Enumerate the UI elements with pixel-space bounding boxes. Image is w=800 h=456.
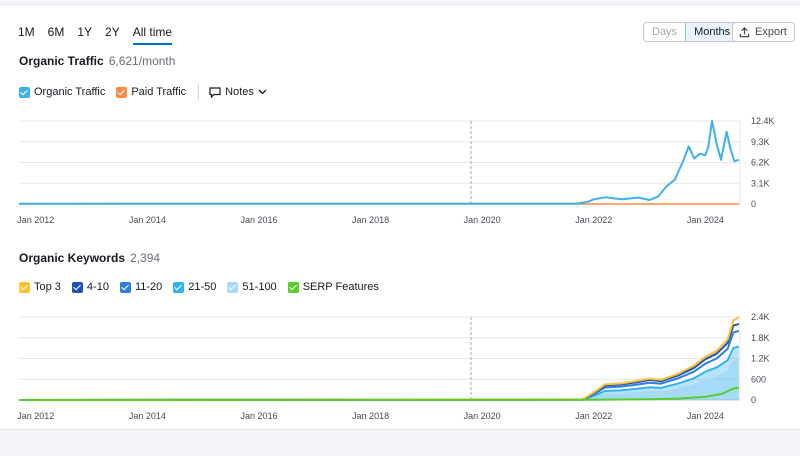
x-tick-label: Jan 2014 bbox=[129, 411, 166, 421]
x-tick-label: Jan 2014 bbox=[129, 215, 166, 225]
legend-51-100[interactable]: 51-100 bbox=[227, 281, 277, 293]
chevron-down-icon bbox=[258, 89, 267, 95]
y-tick-label: 1.2K bbox=[751, 354, 770, 364]
export-button[interactable]: Export bbox=[732, 22, 795, 42]
keywords-title: Organic Keywords 2,394 bbox=[19, 251, 160, 265]
pos-51-100-area bbox=[19, 358, 739, 400]
checkbox-serp-features[interactable] bbox=[287, 281, 299, 293]
comment-icon bbox=[209, 86, 221, 98]
pos-21-50-line bbox=[18, 345, 740, 401]
legend-top3-label: Top 3 bbox=[34, 281, 61, 293]
y-tick-label: 600 bbox=[751, 374, 766, 384]
checkbox-51-100[interactable] bbox=[227, 281, 239, 293]
period-1m[interactable]: 1M bbox=[18, 25, 35, 39]
granularity-toggle: Days Months bbox=[643, 22, 740, 42]
checkbox-21-50[interactable] bbox=[173, 281, 185, 293]
legend-11-20-label: 11-20 bbox=[134, 281, 163, 293]
organic-traffic-line bbox=[18, 120, 740, 205]
dashboard-card: 1M 6M 1Y 2Y All time Days Months Export … bbox=[0, 4, 800, 430]
legend-serp-label: SERP Features bbox=[302, 281, 379, 293]
period-selector: 1M 6M 1Y 2Y All time bbox=[18, 23, 185, 45]
legend-4-10-label: 4-10 bbox=[86, 281, 109, 293]
x-tick-label: Jan 2024 bbox=[687, 411, 724, 421]
y-tick-label: 6.2K bbox=[751, 158, 770, 168]
export-icon bbox=[739, 26, 750, 37]
x-tick-label: Jan 2024 bbox=[687, 215, 724, 225]
traffic-title: Organic Traffic 6,621/month bbox=[19, 54, 175, 68]
y-tick-label: 2.4K bbox=[751, 312, 770, 322]
y-tick-label: 3.1K bbox=[751, 178, 770, 188]
checkbox-11-20[interactable] bbox=[119, 281, 131, 293]
legend-serp-features[interactable]: SERP Features bbox=[287, 281, 379, 293]
keywords-legend: Top 3 4-10 11-20 21-50 51-100 SERP Featu… bbox=[19, 281, 390, 293]
y-tick-label: 12.4K bbox=[751, 116, 775, 126]
organic-keywords-chart[interactable]: 2.4K 1.8K 1.2K 600 0 Jan 2012 Jan 2014 Jan 2016… bbox=[0, 307, 800, 427]
x-tick-label: Jan 2020 bbox=[464, 215, 501, 225]
period-6m[interactable]: 6M bbox=[47, 25, 65, 39]
pos-21-50-area bbox=[19, 346, 739, 400]
x-tick-label: Jan 2022 bbox=[575, 215, 612, 225]
organic-traffic-chart[interactable]: 12.4K 9.3K 6.2K 3.1K 0 Jan 2012 Jan 2014 Jan 20… bbox=[0, 111, 800, 231]
y-tick-label: 1.8K bbox=[751, 333, 770, 343]
traffic-title-text: Organic Traffic bbox=[19, 54, 104, 68]
legend-51-100-label: 51-100 bbox=[242, 281, 277, 293]
pos-51-100-line bbox=[18, 357, 740, 401]
legend-21-50-label: 21-50 bbox=[188, 281, 217, 293]
checkbox-organic-traffic[interactable] bbox=[19, 86, 30, 98]
pos-11-20-line bbox=[18, 329, 740, 401]
legend-top3[interactable]: Top 3 bbox=[19, 281, 61, 293]
serp-features-line bbox=[18, 386, 740, 401]
legend-paid-traffic[interactable]: Paid Traffic bbox=[116, 86, 186, 98]
keywords-value: 2,394 bbox=[130, 251, 161, 265]
legend-11-20[interactable]: 11-20 bbox=[119, 281, 163, 293]
x-tick-label: Jan 2020 bbox=[464, 411, 501, 421]
x-tick-label: Jan 2018 bbox=[352, 215, 389, 225]
x-tick-label: Jan 2022 bbox=[575, 411, 612, 421]
x-tick-label: Jan 2018 bbox=[352, 411, 389, 421]
x-tick-label: Jan 2012 bbox=[17, 215, 54, 225]
x-tick-label: Jan 2016 bbox=[240, 215, 277, 225]
legend-organic-traffic[interactable]: Organic Traffic bbox=[19, 86, 105, 98]
traffic-value: 6,621/month bbox=[108, 54, 176, 68]
legend-divider bbox=[198, 84, 200, 100]
period-2y[interactable]: 2Y bbox=[105, 25, 120, 39]
period-all-time[interactable]: All time bbox=[132, 23, 173, 45]
top3-line bbox=[18, 316, 740, 401]
export-label: Export bbox=[755, 26, 787, 38]
checkbox-paid-traffic[interactable] bbox=[116, 86, 128, 98]
x-tick-label: Jan 2016 bbox=[240, 411, 277, 421]
legend-21-50[interactable]: 21-50 bbox=[173, 281, 216, 293]
checkbox-4-10[interactable] bbox=[71, 281, 83, 293]
legend-4-10[interactable]: 4-10 bbox=[71, 281, 109, 293]
days-button[interactable]: Days bbox=[644, 23, 686, 41]
y-tick-label: 9.3K bbox=[751, 137, 770, 147]
traffic-legend: Organic Traffic Paid Traffic Notes bbox=[19, 84, 267, 100]
legend-paid-label: Paid Traffic bbox=[131, 86, 187, 98]
x-tick-label: Jan 2012 bbox=[17, 411, 54, 421]
keywords-title-text: Organic Keywords bbox=[19, 251, 126, 265]
period-1y[interactable]: 1Y bbox=[77, 25, 93, 39]
y-tick-label: 0 bbox=[751, 199, 756, 209]
checkbox-top3[interactable] bbox=[19, 281, 30, 293]
months-button[interactable]: Months bbox=[685, 23, 739, 41]
notes-label: Notes bbox=[225, 86, 254, 98]
y-tick-label: 0 bbox=[751, 395, 756, 405]
legend-organic-label: Organic Traffic bbox=[34, 86, 106, 98]
notes-dropdown[interactable]: Notes bbox=[209, 86, 267, 98]
